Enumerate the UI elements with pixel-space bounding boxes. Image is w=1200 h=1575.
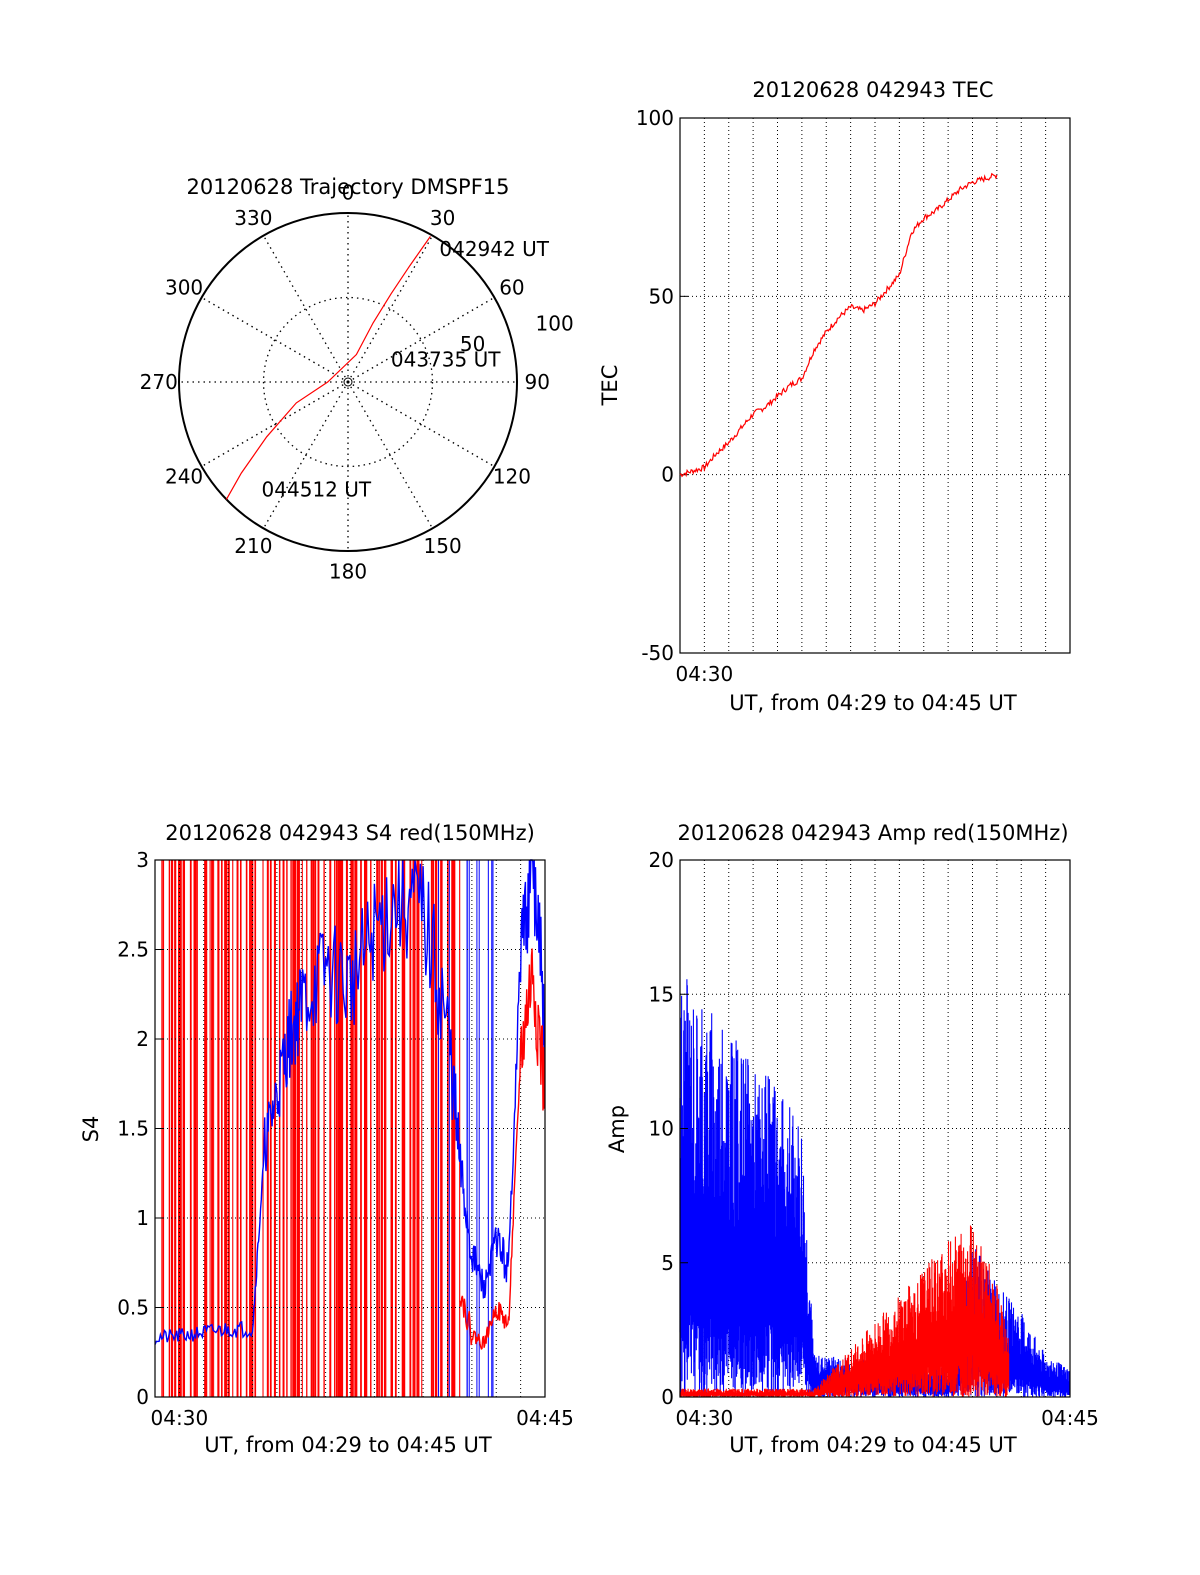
- tec-line: [679, 172, 998, 478]
- tec-x-ticks: 04:30: [676, 662, 734, 686]
- polar-spoke: [262, 381, 349, 529]
- trajectory-line: [225, 236, 431, 500]
- tec-y-ticks: -50 0 50 100: [636, 106, 688, 665]
- trajectory-title: 20120628 Trajectory DMSPF15: [186, 175, 509, 199]
- y-tick-label: 0: [661, 1385, 674, 1409]
- polar-radial-labels: 50 100: [460, 311, 574, 355]
- trajectory-time-label: 042942 UT: [439, 237, 549, 261]
- polar-spoke: [347, 235, 434, 383]
- y-tick-label: 50: [649, 284, 674, 308]
- polar-center-mark: [343, 377, 353, 387]
- s4-x-ticks: 04:30 04:45: [151, 1406, 574, 1430]
- polar-spoke: [201, 296, 349, 383]
- polar-angle-label: 330: [234, 206, 272, 230]
- polar-angle-label: 60: [499, 275, 524, 299]
- x-tick-label: 04:30: [151, 1406, 209, 1430]
- polar-spoke: [262, 235, 349, 383]
- s4-y-ticks: 0 0.5 1 1.5 2 2.5 3: [117, 848, 163, 1409]
- amp-y-ticks: 0 5 10 15 20: [649, 848, 688, 1409]
- tec-xlabel: UT, from 04:29 to 04:45 UT: [729, 691, 1017, 715]
- polar-angle-label: 0: [342, 181, 355, 205]
- trajectory-time-label: 044512 UT: [262, 478, 372, 502]
- polar-angle-label: 90: [525, 370, 550, 394]
- s4-line: [459, 948, 545, 1350]
- polar-grid: [179, 213, 517, 551]
- y-tick-label: 100: [636, 106, 674, 130]
- polar-spoke: [201, 381, 349, 468]
- trajectory-time-label: 043735 UT: [391, 347, 501, 371]
- s4-xlabel: UT, from 04:29 to 04:45 UT: [204, 1433, 492, 1457]
- polar-radial-circle: [262, 296, 434, 468]
- amp-ylabel: Amp: [605, 1105, 629, 1153]
- polar-angle-label: 210: [234, 534, 272, 558]
- polar-annotations: 042942 UT 043735 UT 044512 UT: [262, 237, 550, 502]
- tec-ylabel: TEC: [598, 365, 622, 407]
- y-tick-label: 15: [649, 982, 674, 1006]
- polar-angle-label: 120: [493, 465, 531, 489]
- s4-ylabel: S4: [79, 1116, 103, 1143]
- x-tick-label: 04:30: [676, 662, 734, 686]
- polar-outer-ring: [178, 212, 518, 552]
- tec-grid: [680, 118, 1070, 653]
- s4-title: 20120628 042943 S4 red(150MHz): [165, 821, 535, 845]
- polar-angle-label: 150: [424, 534, 462, 558]
- y-tick-label: 20: [649, 848, 674, 872]
- polar-series: [225, 236, 431, 500]
- y-tick-label: 0: [661, 463, 674, 487]
- trajectory-panel: 20120628 Trajectory DMSPF15 0 30 60 90 120 15…: [140, 175, 574, 583]
- y-tick-label: 1.5: [117, 1117, 149, 1141]
- amp-x-ticks: 04:30 04:45: [676, 1406, 1099, 1430]
- polar-angle-labels: 0 30 60 90 120 150 180 210 240 270 300 330: [140, 181, 550, 584]
- polar-radial-label: 50: [460, 332, 485, 356]
- y-tick-label: 0: [136, 1385, 149, 1409]
- x-tick-label: 04:30: [676, 1406, 734, 1430]
- polar-angle-label: 300: [165, 275, 203, 299]
- y-tick-label: 1: [136, 1206, 149, 1230]
- polar-spoke: [347, 381, 434, 529]
- amp-title: 20120628 042943 Amp red(150MHz): [677, 821, 1068, 845]
- y-tick-label: 2.5: [117, 938, 149, 962]
- s4-line: [154, 859, 545, 1345]
- amp-xlabel: UT, from 04:29 to 04:45 UT: [729, 1433, 1017, 1457]
- tec-series: [679, 172, 998, 478]
- y-tick-label: 2: [136, 1027, 149, 1051]
- x-tick-label: 04:45: [1041, 1406, 1099, 1430]
- polar-angle-label: 270: [140, 370, 178, 394]
- s4-grid: [155, 860, 545, 1397]
- polar-angle-label: 30: [430, 206, 455, 230]
- amp-panel: 20120628 042943 Amp red(150MHz) 0 5 10 15 20…: [605, 821, 1099, 1457]
- polar-spoke: [347, 296, 495, 383]
- y-tick-label: 0.5: [117, 1296, 149, 1320]
- tec-title: 20120628 042943 TEC: [752, 78, 993, 102]
- y-tick-label: 3: [136, 848, 149, 872]
- y-tick-label: 5: [661, 1251, 674, 1275]
- tec-plot-frame: [679, 117, 1071, 654]
- y-tick-label: -50: [641, 641, 674, 665]
- polar-angle-label: 240: [165, 465, 203, 489]
- polar-angle-label: 180: [329, 559, 367, 583]
- s4-series: [154, 859, 545, 1350]
- x-tick-label: 04:45: [516, 1406, 574, 1430]
- s4-panel: 20120628 042943 S4 red(150MHz) 0 0.5 1 1.5 2…: [79, 821, 574, 1457]
- polar-spoke: [347, 381, 495, 468]
- polar-radial-label: 100: [536, 311, 574, 335]
- y-tick-label: 10: [649, 1117, 674, 1141]
